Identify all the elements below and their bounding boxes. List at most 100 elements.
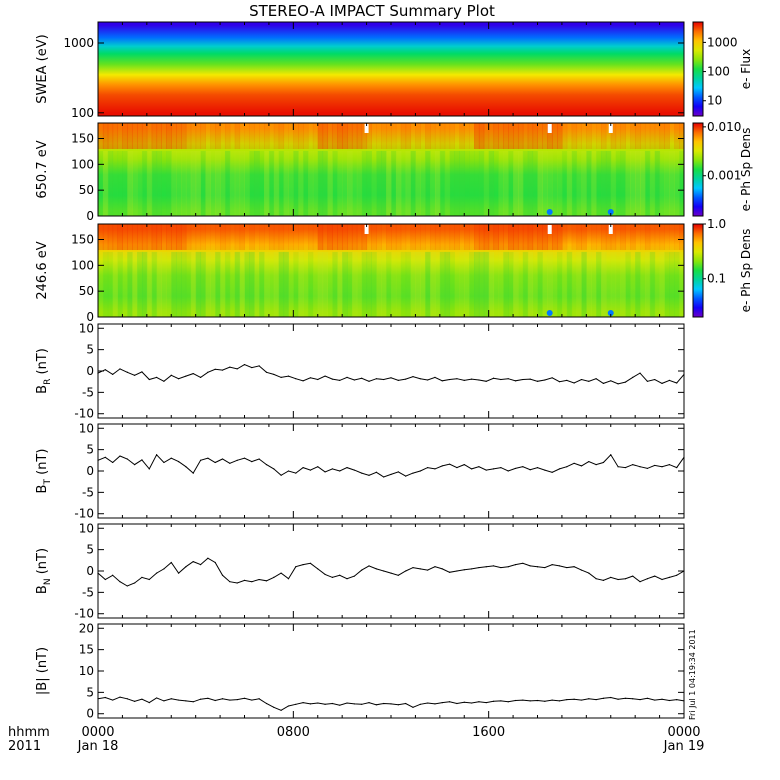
strahl-column <box>483 224 490 251</box>
data-point <box>339 704 341 706</box>
strahl-column <box>591 123 597 150</box>
data-point <box>258 578 260 581</box>
strahl-column <box>674 224 680 251</box>
data-point <box>119 581 121 583</box>
texture-column <box>649 150 656 216</box>
data-point <box>353 703 355 705</box>
texture-column <box>600 251 607 317</box>
data-point <box>331 576 333 579</box>
data-point <box>185 375 187 377</box>
data-point <box>126 371 128 373</box>
data-point <box>500 700 502 702</box>
texture-column <box>371 251 377 317</box>
y-tick-label: 0 <box>86 209 94 223</box>
data-point <box>375 704 377 706</box>
texture-column <box>278 150 285 216</box>
strahl-column <box>229 123 236 150</box>
texture-column <box>478 150 485 216</box>
data-point <box>287 375 290 377</box>
strahl-column <box>244 123 250 150</box>
texture-column <box>381 150 387 216</box>
data-point <box>639 466 641 468</box>
time-tick-label: 1600 <box>472 725 505 740</box>
strahl-column <box>640 224 646 251</box>
strahl-column <box>537 224 543 251</box>
data-point <box>676 699 678 701</box>
texture-column <box>268 150 275 216</box>
strahl-column <box>386 123 392 150</box>
strahl-column <box>332 123 338 150</box>
strahl-column <box>664 123 670 150</box>
texture-column <box>322 251 329 317</box>
y-tick-label: 10 <box>79 664 94 678</box>
low-density-spot <box>607 310 614 316</box>
data-point <box>588 698 590 700</box>
data-point <box>463 463 465 466</box>
strahl-column <box>98 224 104 251</box>
texture-column <box>644 251 651 317</box>
texture-column <box>469 150 475 216</box>
texture-column <box>596 251 602 317</box>
y-tick-label: 1000 <box>63 36 94 50</box>
data-point <box>273 706 275 708</box>
data-point <box>199 563 202 566</box>
texture-column <box>185 251 192 317</box>
strahl-column <box>620 123 626 150</box>
y-tick-label: -5 <box>82 585 94 599</box>
texture-column <box>146 251 153 317</box>
data-point <box>551 471 553 473</box>
y-axis-label: SWEA (eV) <box>35 34 50 103</box>
strahl-column <box>220 123 226 150</box>
texture-column <box>220 251 226 317</box>
colorbar-tick-label: 10 <box>707 94 722 108</box>
strahl-column <box>342 224 348 251</box>
y-axis-label: BT (nT) <box>35 449 53 494</box>
low-density-spot <box>546 310 553 316</box>
strahl-column <box>532 224 538 251</box>
strahl-column <box>156 123 162 150</box>
strahl-column <box>293 224 299 251</box>
strahl-column <box>434 224 441 251</box>
data-point <box>500 466 502 469</box>
texture-column <box>503 251 509 317</box>
strahl-column <box>508 224 514 251</box>
strahl-column <box>268 123 275 150</box>
texture-column <box>659 150 665 216</box>
data-point <box>346 578 348 580</box>
strahl-column <box>298 224 304 251</box>
data-point <box>273 373 275 376</box>
texture-column <box>264 251 270 317</box>
texture-column <box>557 251 563 317</box>
data-point <box>434 566 436 568</box>
texture-column <box>474 150 480 216</box>
texture-column <box>151 150 158 216</box>
texture-column <box>215 251 221 317</box>
data-point <box>602 382 605 384</box>
data-point <box>229 581 231 583</box>
data-point <box>485 469 487 471</box>
data-point <box>383 378 385 381</box>
texture-column <box>132 251 138 317</box>
strahl-column <box>391 123 397 150</box>
strahl-column <box>200 123 206 150</box>
strahl-column <box>600 123 607 150</box>
texture-column <box>430 150 436 216</box>
strahl-column <box>151 123 158 150</box>
texture-column <box>234 251 241 317</box>
strahl-column <box>664 224 670 251</box>
texture-column <box>312 150 319 216</box>
data-point <box>302 563 304 566</box>
texture-column <box>610 251 617 317</box>
data-point <box>221 458 224 460</box>
strahl-column <box>205 224 211 251</box>
data-point <box>361 703 363 705</box>
texture-column <box>640 251 646 317</box>
strahl-column <box>400 123 407 150</box>
data-point <box>214 699 216 702</box>
texture-column <box>454 251 460 317</box>
data-point <box>441 568 443 570</box>
data-point <box>566 566 568 569</box>
time-tick-label: 0000 <box>81 725 114 740</box>
data-point <box>485 380 487 382</box>
